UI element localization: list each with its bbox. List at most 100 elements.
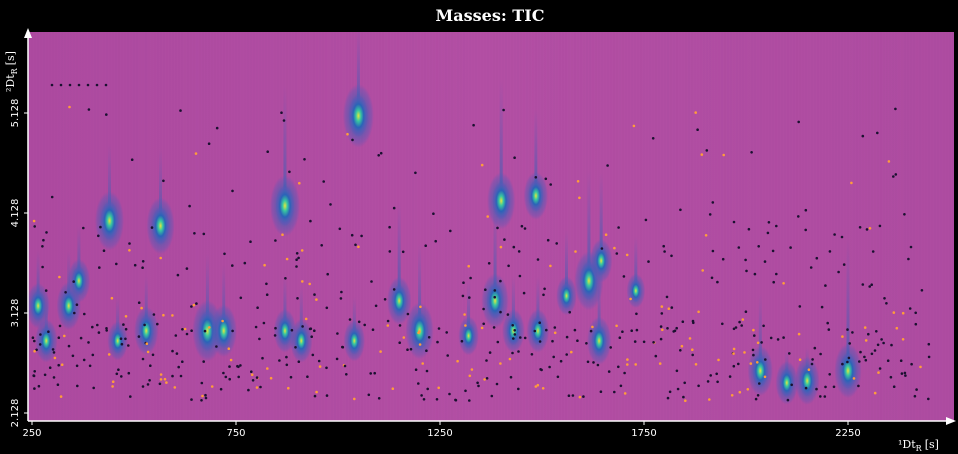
marker — [151, 353, 155, 357]
bg-stripe — [208, 32, 210, 421]
marker — [402, 336, 406, 339]
bg-stripe — [136, 32, 138, 421]
marker — [762, 324, 765, 328]
marker — [122, 323, 125, 326]
peak — [71, 266, 86, 296]
marker — [128, 249, 131, 252]
marker — [51, 348, 55, 351]
marker — [227, 347, 231, 351]
marker — [215, 126, 219, 130]
marker — [680, 344, 684, 348]
marker — [274, 239, 277, 242]
marker — [340, 290, 343, 294]
marker — [910, 362, 913, 366]
marker — [329, 203, 332, 206]
peak — [799, 364, 815, 397]
marker — [31, 336, 35, 340]
marker — [35, 348, 38, 352]
y-ticks: 2.128 3.128 4.128 5.128 — [10, 99, 28, 427]
bg-stripe — [913, 32, 915, 421]
marker — [700, 153, 704, 156]
bg-stripe — [625, 32, 627, 421]
marker — [295, 258, 298, 262]
marker — [44, 289, 48, 292]
marker — [710, 276, 714, 280]
background-stripes — [28, 32, 954, 421]
marker — [301, 325, 304, 328]
peak-tail — [283, 275, 287, 331]
marker — [290, 328, 294, 332]
marker — [73, 311, 76, 315]
bg-stripe — [253, 32, 255, 421]
marker — [517, 250, 521, 253]
marker — [266, 150, 270, 153]
marker — [705, 149, 709, 152]
marker — [667, 307, 671, 311]
bg-stripe — [799, 32, 801, 421]
bg-stripe — [865, 32, 867, 421]
peak — [277, 316, 292, 346]
bg-stripe — [781, 32, 783, 421]
bg-stripe — [523, 32, 525, 421]
bg-stripe — [331, 32, 333, 421]
marker — [721, 257, 725, 261]
marker — [82, 358, 86, 362]
marker — [915, 388, 918, 391]
marker — [894, 173, 898, 176]
marker — [162, 179, 165, 183]
bg-stripe — [931, 32, 933, 421]
marker — [315, 298, 318, 301]
marker — [308, 282, 312, 286]
marker — [642, 340, 646, 344]
marker — [496, 340, 500, 344]
marker — [763, 260, 767, 263]
marker — [914, 311, 917, 315]
bg-stripe — [595, 32, 597, 421]
marker — [668, 390, 672, 394]
bg-stripe — [757, 32, 759, 421]
marker — [758, 382, 761, 385]
bg-stripe — [421, 32, 423, 421]
marker — [670, 254, 673, 258]
bg-stripe — [718, 32, 720, 421]
bg-stripe — [28, 32, 30, 421]
marker — [659, 325, 663, 328]
marker — [192, 303, 196, 307]
marker — [660, 305, 664, 308]
bg-stripe — [616, 32, 618, 421]
marker — [284, 277, 287, 280]
marker — [586, 360, 590, 364]
marker — [484, 288, 487, 292]
bg-stripe — [463, 32, 465, 421]
bg-stripe — [934, 32, 936, 421]
marker — [523, 336, 527, 340]
marker — [137, 335, 141, 338]
marker — [660, 312, 664, 315]
marker — [708, 398, 711, 401]
marker — [251, 379, 255, 382]
marker — [875, 330, 878, 333]
marker — [804, 386, 808, 390]
marker — [738, 320, 741, 324]
marker — [578, 395, 582, 399]
bg-stripe — [556, 32, 558, 421]
marker — [383, 298, 387, 301]
bg-stripe — [868, 32, 870, 421]
bg-stripe — [685, 32, 687, 421]
marker — [676, 387, 680, 391]
marker — [833, 233, 836, 236]
peak — [492, 181, 511, 220]
bg-stripe — [841, 32, 843, 421]
bg-stripe — [778, 32, 780, 421]
bg-stripe — [328, 32, 330, 421]
marker — [110, 296, 114, 300]
peak — [294, 326, 309, 356]
marker — [887, 160, 891, 163]
marker — [33, 339, 36, 343]
marker — [140, 306, 143, 310]
marker — [259, 385, 262, 389]
marker — [97, 331, 101, 334]
bg-stripe — [739, 32, 741, 421]
marker — [367, 393, 371, 397]
bg-stripe — [772, 32, 774, 421]
